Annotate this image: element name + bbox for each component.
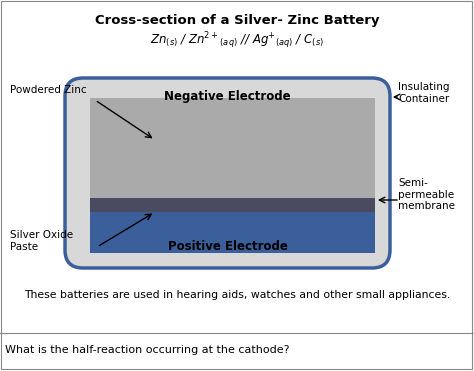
Text: Zn$_{(s)}$ / Zn$^{2+}$$_{(aq)}$ // Ag$^{+}$$_{(aq)}$ / C$_{(s)}$: Zn$_{(s)}$ / Zn$^{2+}$$_{(aq)}$ // Ag$^{… xyxy=(150,30,324,50)
Text: Positive Electrode: Positive Electrode xyxy=(168,240,287,253)
Text: Semi-
permeable
membrane: Semi- permeable membrane xyxy=(398,178,455,211)
Bar xyxy=(90,98,375,198)
Text: What is the half-reaction occurring at the cathode?: What is the half-reaction occurring at t… xyxy=(5,345,290,355)
Text: Insulating
Container: Insulating Container xyxy=(398,82,449,104)
Text: Powdered Zinc: Powdered Zinc xyxy=(10,85,87,95)
Bar xyxy=(90,198,375,212)
Bar xyxy=(90,212,375,253)
Text: Cross-section of a Silver- Zinc Battery: Cross-section of a Silver- Zinc Battery xyxy=(95,14,379,27)
FancyBboxPatch shape xyxy=(65,78,390,268)
Text: Negative Electrode: Negative Electrode xyxy=(164,90,291,103)
Text: Silver Oxide
Paste: Silver Oxide Paste xyxy=(10,230,73,252)
Text: These batteries are used in hearing aids, watches and other small appliances.: These batteries are used in hearing aids… xyxy=(24,290,450,300)
